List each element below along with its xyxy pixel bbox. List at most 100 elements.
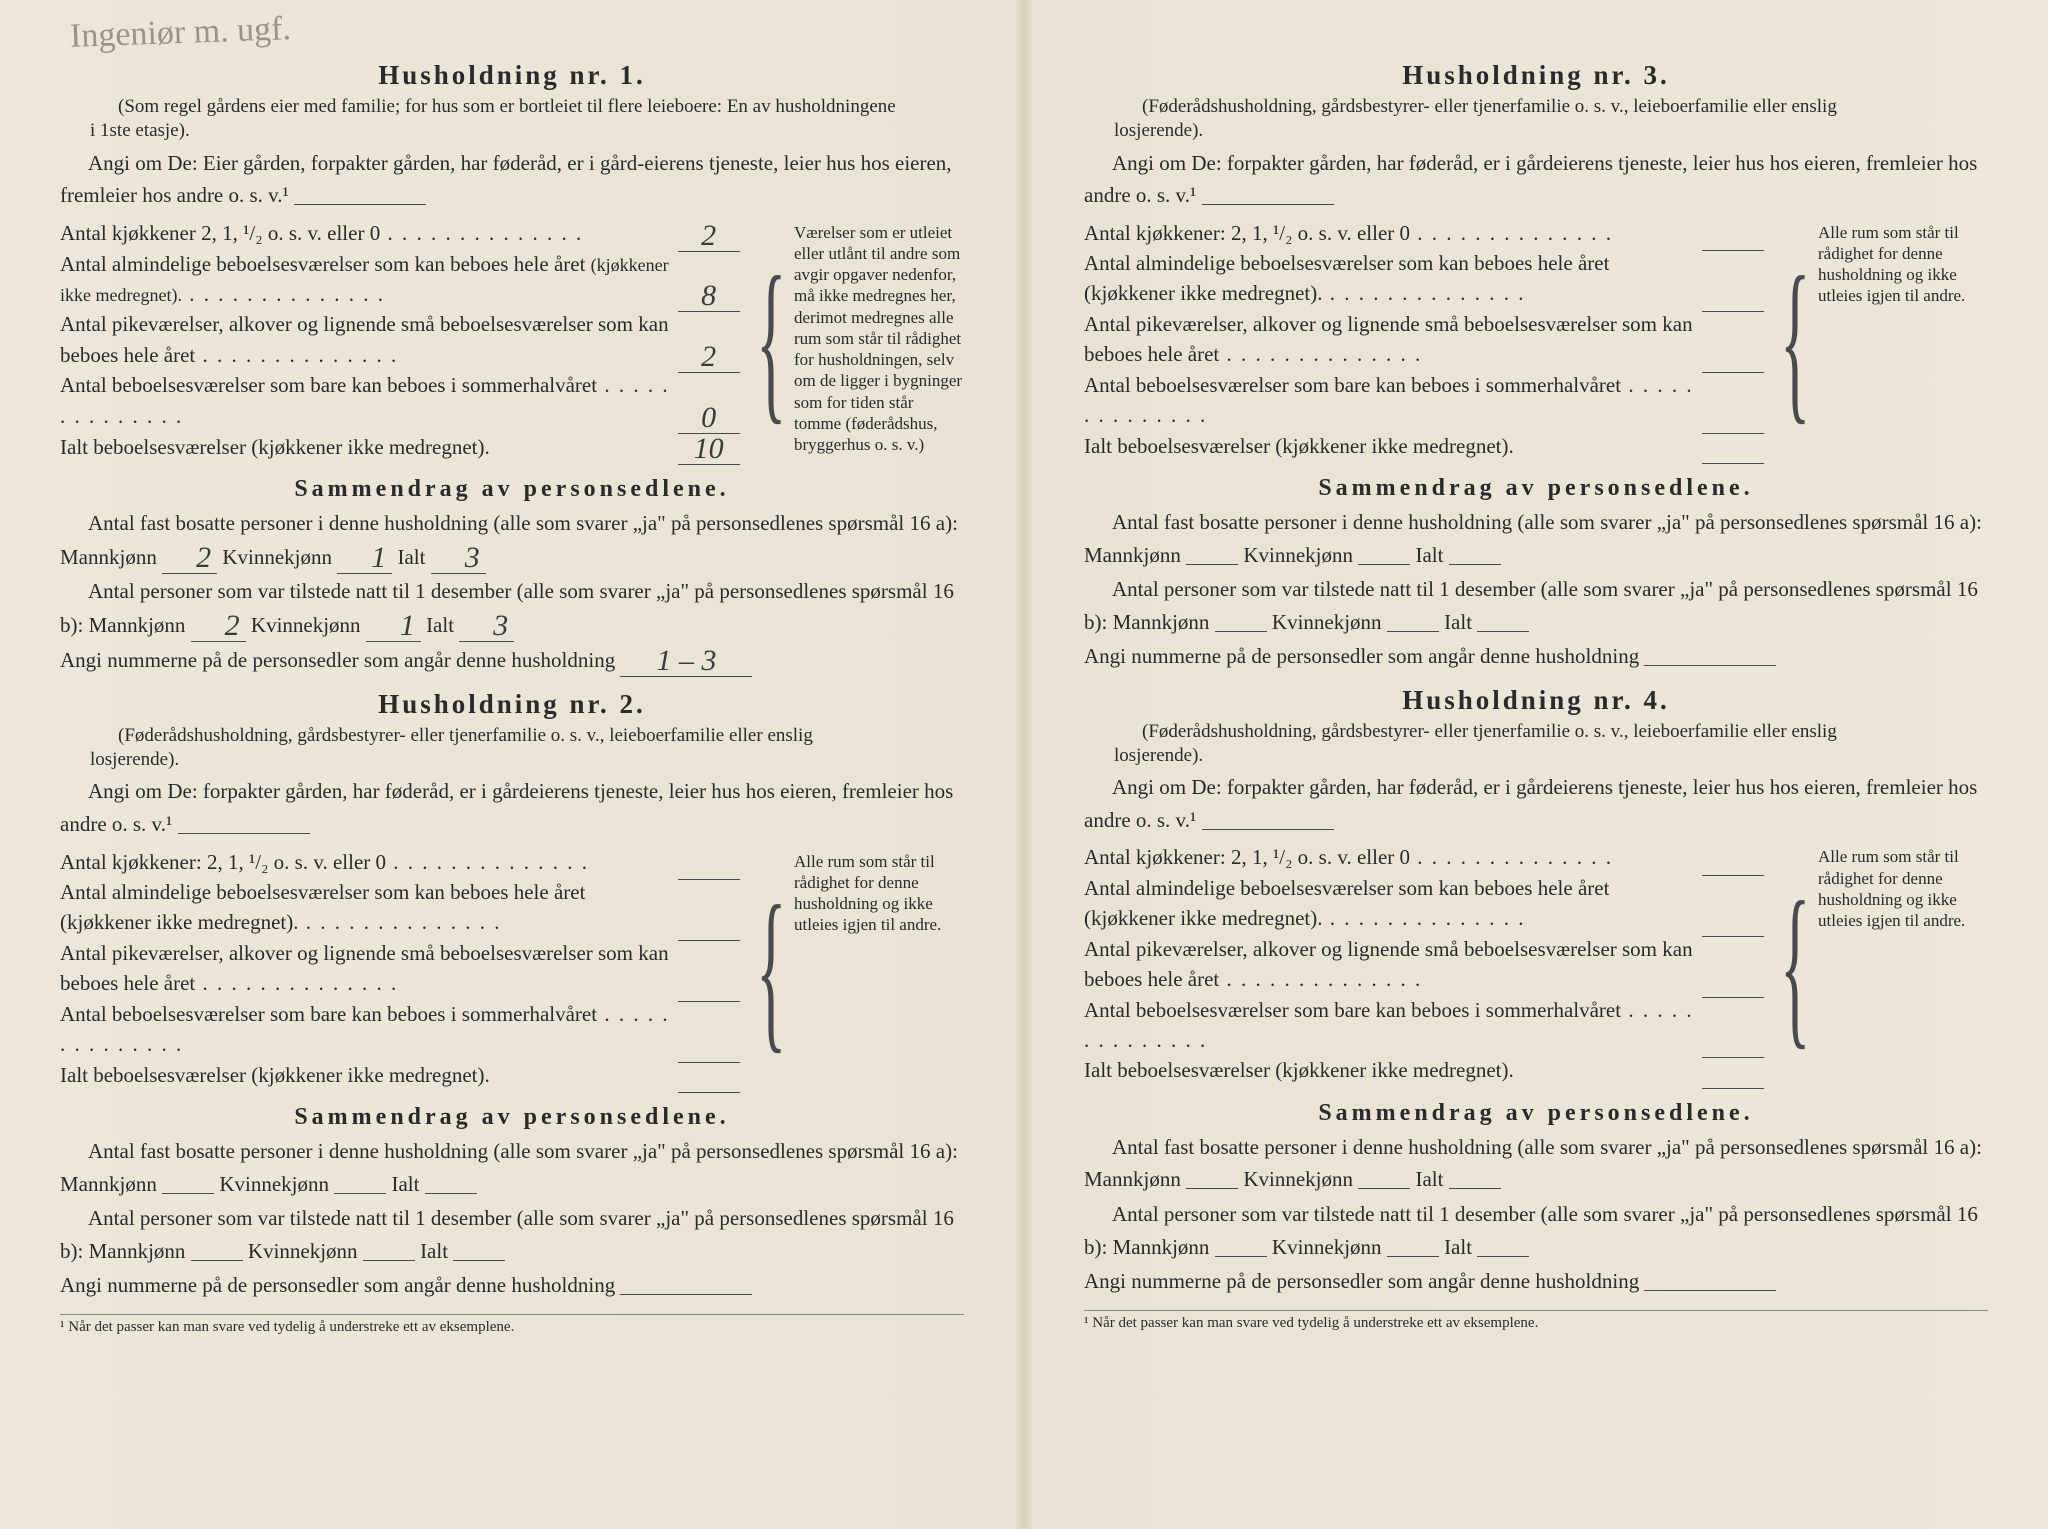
kitchens-label: Antal kjøkkener 2, 1, ¹/₂ o. s. v. eller… [60, 218, 678, 248]
household-1: Husholdning nr. 1. (Som regel gårdens ei… [60, 60, 964, 677]
kitchens-value [1702, 250, 1764, 251]
summer-rooms-label: Antal beboelsesværelser som bare kan beb… [1084, 370, 1702, 431]
summer-rooms-value [1702, 1057, 1764, 1058]
kitchens-label: Antal kjøkkener: 2, 1, ¹/₂ o. s. v. elle… [60, 847, 678, 877]
maids-rooms-value [1702, 372, 1764, 373]
maids-rooms-label: Antal pikeværelser, alkover og lignende … [60, 938, 678, 999]
footnote-left: ¹ Når det passer kan man svare ved tydel… [60, 1314, 964, 1336]
numbers-value [620, 1294, 752, 1295]
resident-line: Antal fast bosatte personer i denne hush… [60, 507, 964, 573]
total-16a: 3 [431, 543, 486, 574]
resident-line: Antal fast bosatte personer i denne hush… [60, 1135, 964, 1200]
household-title: Husholdning nr. 2. [60, 689, 964, 720]
household-title: Husholdning nr. 3. [1084, 60, 1988, 91]
kitchens-label: Antal kjøkkener: 2, 1, ¹/₂ o. s. v. elle… [1084, 842, 1702, 872]
maids-rooms-value [1702, 997, 1764, 998]
rooms-section: Antal kjøkkener: 2, 1, ¹/₂ o. s. v. elle… [1084, 842, 1988, 1086]
maids-rooms-label: Antal pikeværelser, alkover og lignende … [1084, 934, 1702, 995]
rooms-sidenote: Alle rum som står til rådighet for denne… [794, 847, 964, 1091]
rooms-sidenote: Værelser som er utleiet eller utlånt til… [794, 218, 964, 463]
numbers-value: 1 – 3 [620, 646, 752, 677]
rooms-section: Antal kjøkkener 2, 1, ¹/₂ o. s. v. eller… [60, 218, 964, 463]
total-rooms-value [1702, 1088, 1764, 1089]
male-16b [191, 1260, 243, 1261]
ordinary-rooms-label: Antal almindelige beboelsesværelser som … [60, 877, 678, 938]
total-16b: 3 [459, 611, 514, 642]
summer-rooms-value: 0 [678, 403, 740, 434]
brace-icon: { [1780, 263, 1810, 416]
total-16a [1449, 564, 1501, 565]
present-line: Antal personer som var tilstede natt til… [60, 575, 964, 641]
angi-answer [178, 833, 310, 834]
summer-rooms-value [1702, 433, 1764, 434]
maids-rooms-label: Antal pikeværelser, alkover og lignende … [60, 309, 678, 370]
summer-rooms-label: Antal beboelsesværelser som bare kan beb… [1084, 995, 1702, 1056]
angi-answer [1202, 829, 1334, 830]
summary-title: Sammendrag av personsedlene. [1084, 475, 1988, 502]
census-form-sheet: Ingeniør m. ugf. Husholdning nr. 1. (Som… [0, 0, 2048, 1529]
ordinary-rooms-value [1702, 311, 1764, 312]
household-paren: (Som regel gårdens eier med familie; for… [90, 95, 904, 143]
footnote-right: ¹ Når det passer kan man svare ved tydel… [1084, 1310, 1988, 1332]
rooms-sidenote: Alle rum som står til rådighet for denne… [1818, 842, 1988, 1086]
left-page: Ingeniør m. ugf. Husholdning nr. 1. (Som… [0, 0, 1024, 1529]
ordinary-rooms-value [1702, 936, 1764, 937]
numbers-line: Angi nummerne på de personsedler som ang… [60, 1269, 964, 1302]
total-rooms-value [1702, 463, 1764, 464]
male-16b: 2 [191, 611, 246, 642]
summer-rooms-value [678, 1062, 740, 1063]
total-16b [453, 1260, 505, 1261]
ordinary-rooms-label: Antal almindelige beboelsesværelser som … [1084, 873, 1702, 934]
total-rooms-label: Ialt beboelsesværelser (kjøkkener ikke m… [1084, 1055, 1702, 1085]
brace-icon: { [1780, 888, 1810, 1041]
female-16b [1387, 1256, 1439, 1257]
male-16a [1186, 564, 1238, 565]
right-page: Husholdning nr. 3. (Føderådshusholdning,… [1024, 0, 2048, 1529]
household-4: Husholdning nr. 4. (Føderådshusholdning,… [1084, 685, 1988, 1298]
total-rooms-label: Ialt beboelsesværelser (kjøkkener ikke m… [60, 1060, 678, 1090]
brace-icon: { [756, 892, 786, 1045]
ordinary-rooms-label: Antal almindelige beboelsesværelser som … [60, 249, 678, 310]
resident-line: Antal fast bosatte personer i denne hush… [1084, 1131, 1988, 1196]
maids-rooms-value [678, 1001, 740, 1002]
summary-title: Sammendrag av personsedlene. [60, 1104, 964, 1131]
handwritten-annotation: Ingeniør m. ugf. [70, 14, 292, 52]
numbers-value [1644, 665, 1776, 666]
ordinary-rooms-value [678, 940, 740, 941]
ordinary-rooms-value: 8 [678, 281, 740, 312]
household-3: Husholdning nr. 3. (Føderådshusholdning,… [1084, 60, 1988, 673]
kitchens-value: 2 [678, 221, 740, 252]
household-paren: (Føderådshusholdning, gårdsbestyrer- ell… [1114, 95, 1928, 143]
household-title: Husholdning nr. 4. [1084, 685, 1988, 716]
ordinary-rooms-label: Antal almindelige beboelsesværelser som … [1084, 248, 1702, 309]
summary-title: Sammendrag av personsedlene. [1084, 1100, 1988, 1127]
resident-line: Antal fast bosatte personer i denne hush… [1084, 506, 1988, 571]
total-16b [1477, 631, 1529, 632]
present-line: Antal personer som var tilstede natt til… [1084, 573, 1988, 638]
rooms-section: Antal kjøkkener: 2, 1, ¹/₂ o. s. v. elle… [60, 847, 964, 1091]
household-paren: (Føderådshusholdning, gårdsbestyrer- ell… [90, 724, 904, 772]
total-16a [425, 1193, 477, 1194]
household-paren: (Føderådshusholdning, gårdsbestyrer- ell… [1114, 720, 1928, 768]
kitchens-label: Antal kjøkkener: 2, 1, ¹/₂ o. s. v. elle… [1084, 218, 1702, 248]
total-16a [1449, 1188, 1501, 1189]
rooms-sidenote: Alle rum som står til rådighet for denne… [1818, 218, 1988, 462]
male-16b [1215, 631, 1267, 632]
maids-rooms-value: 2 [678, 342, 740, 373]
household-title: Husholdning nr. 1. [60, 60, 964, 91]
total-rooms-label: Ialt beboelsesværelser (kjøkkener ikke m… [60, 432, 678, 462]
numbers-value [1644, 1290, 1776, 1291]
male-16b [1215, 1256, 1267, 1257]
female-16a [334, 1193, 386, 1194]
summer-rooms-label: Antal beboelsesværelser som bare kan beb… [60, 999, 678, 1060]
male-16a: 2 [162, 543, 217, 574]
total-rooms-value [678, 1092, 740, 1093]
angi-line: Angi om De: Eier gården, forpakter gårde… [60, 147, 964, 212]
female-16a [1358, 1188, 1410, 1189]
numbers-line: Angi nummerne på de personsedler som ang… [1084, 640, 1988, 673]
female-16a [1358, 564, 1410, 565]
present-line: Antal personer som var tilstede natt til… [60, 1202, 964, 1267]
angi-answer [294, 204, 426, 205]
rooms-section: Antal kjøkkener: 2, 1, ¹/₂ o. s. v. elle… [1084, 218, 1988, 462]
female-16b [1387, 631, 1439, 632]
